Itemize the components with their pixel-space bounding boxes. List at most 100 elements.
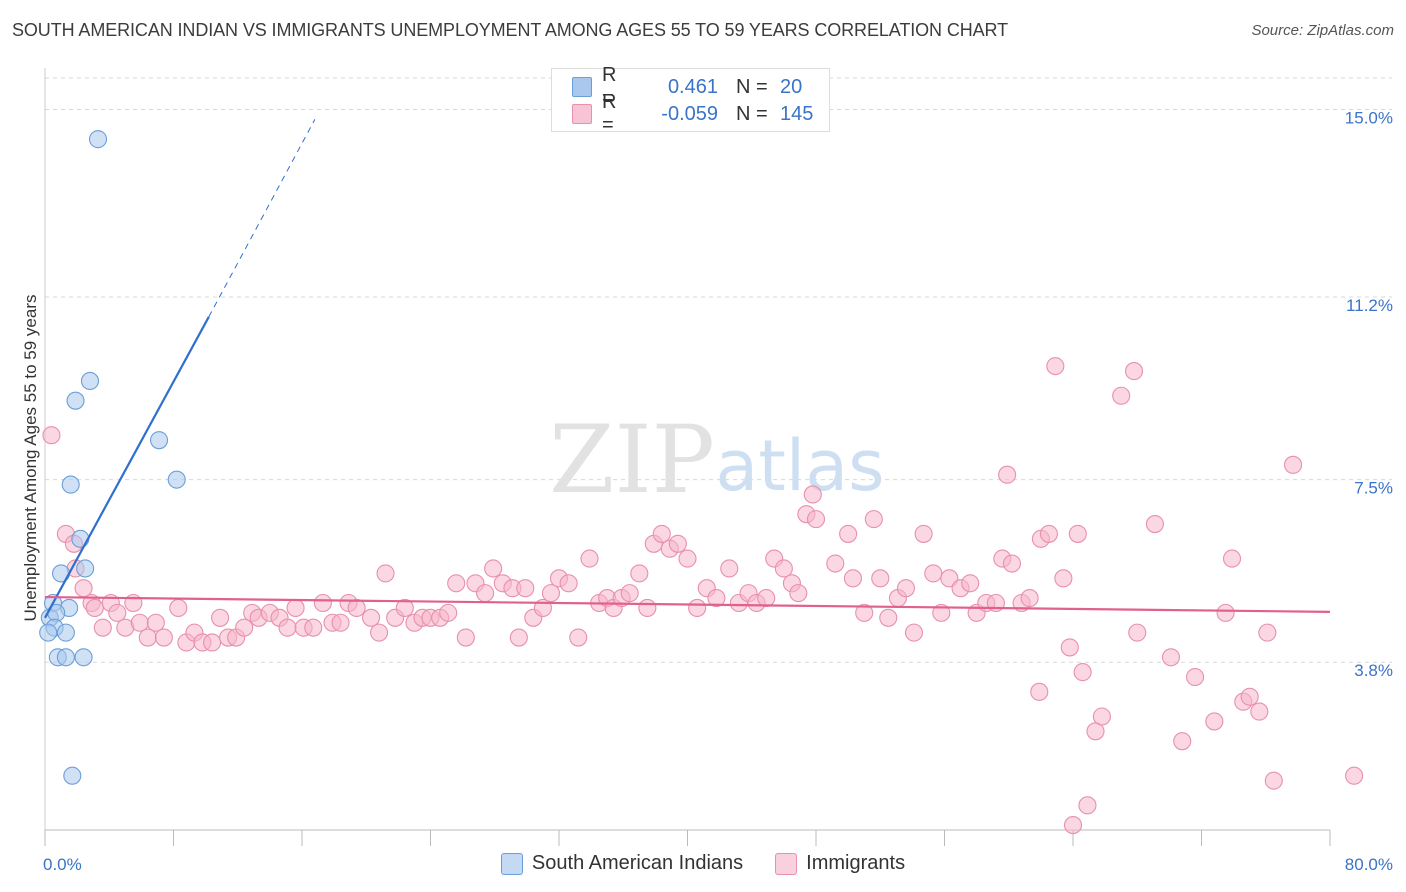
immigrants-point (1124, 362, 1144, 381)
south-american-indians-point (39, 623, 58, 642)
immigrants-point (1054, 569, 1073, 588)
blue-trend-line (44, 316, 210, 619)
immigrants-point (1345, 766, 1364, 785)
south-american-indians-point (63, 766, 82, 785)
immigrants-point (439, 603, 458, 622)
immigrants-point (1222, 549, 1242, 568)
immigrants-point (304, 618, 323, 637)
y-tick-label: 3.8% (1354, 661, 1393, 680)
y-axis-labels: 3.8% 7.5% 11.2% 15.0% (1345, 109, 1393, 681)
immigrants-point (362, 608, 381, 627)
south-american-indians-point (80, 371, 100, 390)
immigrants-point (1068, 524, 1087, 543)
immigrants-point (395, 598, 414, 617)
legend-n-value: 20 (780, 75, 803, 98)
series-legend-item-south-american-indians[interactable]: South American Indians (500, 852, 744, 875)
immigrants-point (774, 559, 793, 578)
immigrants-point (235, 618, 254, 637)
immigrants-point (1002, 554, 1022, 573)
immigrants-point (1186, 667, 1205, 687)
immigrants-point (370, 623, 389, 642)
immigrants-point (630, 564, 649, 583)
immigrants-point (1161, 648, 1181, 667)
immigrants-point (1073, 663, 1092, 682)
immigrants-point (1250, 702, 1269, 721)
immigrants-point (456, 628, 475, 647)
immigrants-point (914, 524, 933, 543)
immigrants-point (138, 628, 157, 647)
series-legend-label: South American Indians (531, 852, 744, 874)
x-tick-label: 0.0% (43, 855, 82, 874)
immigrants-point (286, 598, 305, 617)
immigrants-point (1258, 623, 1277, 642)
immigrants-point (130, 613, 149, 632)
immigrants-point (789, 584, 808, 603)
legend-r-value: 0.461 (667, 75, 718, 98)
south-american-indians-point (74, 648, 93, 667)
immigrants-point (85, 598, 104, 617)
legend-n-label: N = (736, 75, 768, 98)
series-legend-item-immigrants[interactable]: Immigrants (775, 852, 905, 875)
series-legend: South American Indians Immigrants (0, 852, 1406, 875)
y-tick-label: 15.0% (1345, 109, 1393, 128)
immigrants-point (855, 603, 874, 622)
immigrants-point (1092, 707, 1111, 726)
immigrants-point (924, 564, 943, 583)
gridlines (45, 77, 1392, 663)
watermark-zip: ZIP (549, 406, 715, 515)
immigrants-point (688, 598, 707, 617)
immigrants-point (620, 584, 639, 603)
immigrants-point (476, 584, 495, 603)
immigrants-point (879, 608, 898, 627)
immigrants-point (1039, 524, 1058, 543)
y-tick-label: 11.2% (1346, 296, 1393, 315)
immigrants-point (1112, 386, 1131, 405)
immigrants-point (707, 589, 726, 608)
immigrants-point (932, 603, 951, 622)
immigrants-point (826, 554, 845, 573)
immigrants-point (541, 584, 561, 603)
blue-series-points (39, 130, 186, 785)
legend-swatch-blue (572, 77, 592, 97)
immigrants-point (203, 633, 222, 652)
immigrants-point (509, 628, 528, 647)
series-swatch-pink (775, 852, 798, 875)
immigrants-point (1046, 357, 1065, 376)
south-american-indians-point (88, 130, 108, 149)
immigrants-point (1205, 712, 1224, 731)
immigrants-point (42, 426, 61, 445)
south-american-indians-point (167, 470, 186, 489)
legend-row-pink: R = -0.059 N = 145 (572, 91, 813, 136)
legend-r-value: -0.059 (661, 102, 718, 125)
south-american-indians-point (71, 529, 90, 548)
legend-r-label: R = (602, 64, 617, 109)
immigrants-point (871, 569, 890, 588)
immigrants-point (1173, 732, 1192, 751)
immigrants-point (1240, 687, 1259, 706)
immigrants-point (211, 608, 230, 627)
immigrants-point (803, 485, 822, 504)
immigrants-point (146, 613, 165, 632)
immigrants-point (839, 524, 858, 543)
watermark: ZIP atlas (549, 406, 884, 515)
legend-r-label: R = (602, 91, 617, 136)
immigrants-point (516, 579, 535, 598)
legend-row-blue: R = 0.461 N = 20 (572, 64, 803, 109)
immigrants-point (93, 618, 112, 637)
immigrants-point (313, 593, 332, 613)
immigrants-point (1284, 455, 1303, 474)
chart-title: SOUTH AMERICAN INDIAN VS IMMIGRANTS UNEM… (12, 20, 1009, 40)
south-american-indians-point (66, 391, 85, 410)
south-american-indians-point (76, 559, 95, 578)
immigrants-point (154, 628, 173, 647)
immigrants-point (569, 628, 588, 647)
south-american-indians-point (61, 475, 80, 494)
immigrants-point (376, 564, 395, 583)
immigrants-point (278, 618, 297, 637)
immigrants-point (806, 510, 826, 529)
watermark-atlas: atlas (715, 425, 884, 507)
immigrants-point (961, 574, 980, 593)
immigrants-point (580, 549, 599, 568)
immigrants-point (1020, 589, 1039, 608)
immigrants-point (843, 569, 862, 588)
